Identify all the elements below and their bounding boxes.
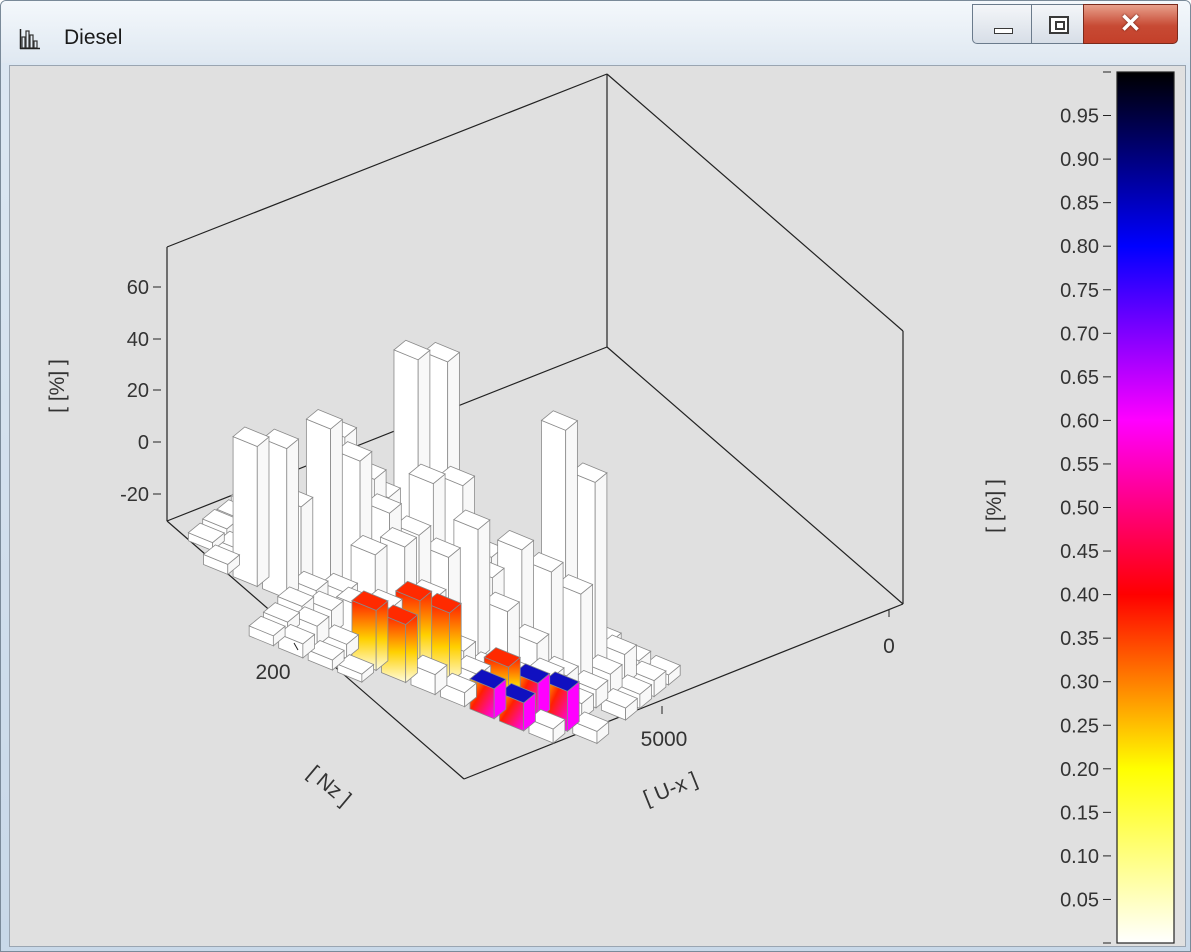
colorbar-tick-label: 0.80 [1060, 236, 1099, 258]
bar-group [187, 339, 681, 745]
bar-face [550, 561, 564, 673]
bar-face [393, 339, 431, 361]
bar-face [330, 418, 343, 600]
bar-face [453, 509, 491, 530]
bar-face [405, 614, 418, 684]
bar-face [232, 426, 270, 447]
y-tick [293, 642, 299, 651]
colorbar-tick-label: 0.65 [1060, 367, 1099, 389]
y-tick-label: 200 [255, 661, 290, 684]
bar-face [395, 580, 433, 602]
bar-face [262, 602, 301, 623]
colorbar-tick-label: 0.10 [1060, 846, 1099, 868]
z-tick-label: 40 [127, 329, 149, 351]
histogram-icon [19, 29, 40, 50]
z-tick-label: 60 [127, 277, 149, 299]
z-tick-label: 20 [127, 380, 149, 402]
colorbar-tick-label: 0.95 [1060, 106, 1099, 128]
bar-face [496, 529, 535, 551]
y-axis-label: [ Nz ] [303, 761, 355, 810]
bar-face [256, 436, 270, 588]
z-axis: 60 40 20 0 -20 [ [%] ] [46, 277, 161, 506]
colorbar-tick-label: 0.50 [1060, 498, 1099, 520]
window-title: Diesel [64, 26, 123, 49]
minimize-icon [994, 28, 1013, 34]
colorbar-tick-label: 0.40 [1060, 585, 1099, 607]
bar-face [248, 615, 286, 637]
colorbar-tick-label: 0.55 [1060, 454, 1099, 476]
colorbar-tick-label: 0.75 [1060, 280, 1099, 302]
box-edge [463, 603, 904, 780]
x-tick-label: 0 [883, 635, 895, 658]
title-bar[interactable]: Diesel ✕ [1, 1, 1190, 63]
colorbar-gradient [1116, 71, 1175, 944]
plot-box-frame [166, 73, 904, 780]
colorbar-tick-label: 0.15 [1060, 802, 1099, 824]
colorbar-tick-label: 0.45 [1060, 541, 1099, 563]
bar-face [477, 519, 491, 661]
bar-face [483, 647, 521, 668]
bar-face [277, 586, 315, 607]
z-axis-label: [ [%] ] [46, 359, 69, 413]
bar-face [540, 410, 579, 431]
bar-face [594, 471, 608, 674]
minimize-button[interactable] [972, 4, 1031, 44]
bar-face [286, 438, 299, 600]
bar-face [408, 463, 446, 485]
x-axis-label: [ U-x ] [640, 768, 701, 810]
colorbar-tick-label: 0.90 [1060, 149, 1099, 171]
bar-face [469, 668, 507, 690]
z-tick-label: -20 [120, 484, 149, 506]
x-axis: 0 5000 [ U-x ] [640, 609, 895, 810]
close-button[interactable]: ✕ [1083, 4, 1178, 44]
colorbar-tick-label: 0.25 [1060, 715, 1099, 737]
plot-area: 60 40 20 0 -20 [ [%] ] 200 [ Nz ] 0 5000… [9, 65, 1186, 947]
bar-face [580, 583, 593, 685]
colorbar-ticks: 0.95 0.90 0.85 0.80 0.75 0.70 0.65 0.60 0.55 0.50… [1060, 71, 1111, 944]
bar-face [187, 522, 226, 544]
box-edge [606, 346, 904, 605]
bar-face [350, 534, 388, 556]
x-tick-label: 5000 [641, 728, 688, 751]
bar-face [375, 599, 389, 672]
colorbar-tick-label: 0.70 [1060, 323, 1099, 345]
bar-face [351, 590, 389, 611]
z-tick-label: 0 [138, 432, 149, 454]
colorbar-tick-label: 0.30 [1060, 672, 1099, 694]
colorbar-tick-label: 0.85 [1060, 193, 1099, 215]
bar-face [305, 409, 344, 430]
maximize-button[interactable] [1031, 4, 1083, 44]
bar-face [379, 527, 418, 548]
chart-3d-plot: 60 40 20 0 -20 [ [%] ] 200 [ Nz ] 0 5000… [46, 71, 1175, 944]
window-controls: ✕ [972, 4, 1178, 44]
colorbar-tick-label: 0.60 [1060, 410, 1099, 432]
box-edge [166, 73, 608, 248]
bar-face [449, 602, 462, 684]
colorbar-tick-label: 0.35 [1060, 628, 1099, 650]
box-edge [606, 73, 904, 332]
bar-face [201, 508, 240, 530]
maximize-icon [1049, 16, 1069, 34]
colorbar-label: [ [%] ] [983, 479, 1006, 533]
colorbar: 0.95 0.90 0.85 0.80 0.75 0.70 0.65 0.60 0.55 0.50… [983, 71, 1175, 944]
close-icon: ✕ [1119, 8, 1142, 38]
colorbar-tick-label: 0.20 [1060, 759, 1099, 781]
bar-face [202, 544, 241, 565]
colorbar-tick-label: 0.05 [1060, 889, 1099, 911]
